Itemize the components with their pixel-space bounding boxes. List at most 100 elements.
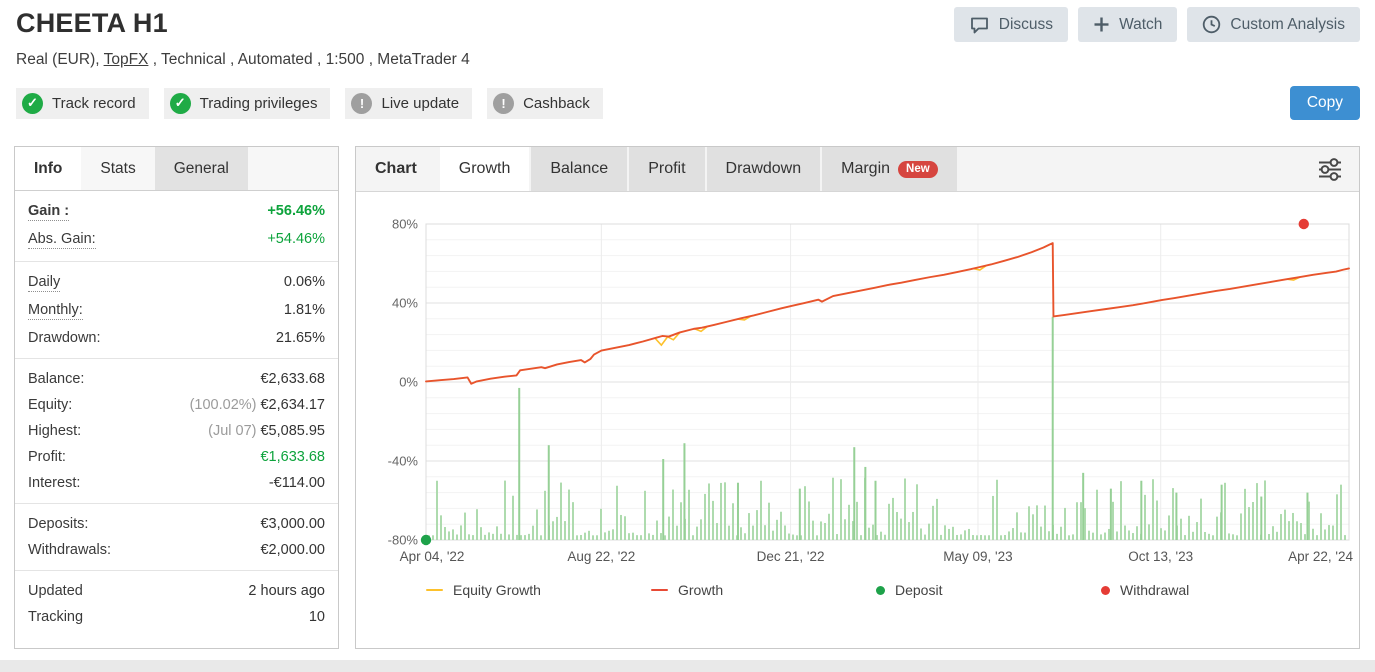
stats-section: Gain : +56.46% Abs. Gain: +54.46% — [15, 191, 338, 262]
stat-label: Profit: — [28, 449, 66, 465]
verification-badges: ✓ Track record ✓ Trading privileges ! Live up… — [16, 87, 1290, 119]
stat-value: 21.65% — [275, 330, 325, 346]
legend-label: Deposit — [895, 582, 943, 598]
discuss-button[interactable]: Discuss — [953, 7, 1069, 42]
growth-chart[interactable]: 80% 40% 0% -40% -80% Apr 04, '22 Aug 22, '22 De… — [356, 192, 1359, 567]
button-label: Discuss — [998, 15, 1054, 33]
legend-item-withdrawal[interactable]: Withdrawal — [1101, 582, 1326, 598]
copy-button[interactable]: Copy — [1289, 86, 1360, 120]
stat-label: Interest: — [28, 475, 81, 491]
stat-row-daily: Daily 0.06% — [28, 269, 325, 297]
stat-row-drawdown: Drawdown: 21.65% — [28, 325, 325, 351]
stat-row-abs-gain: Abs. Gain: +54.46% — [28, 226, 325, 254]
tab-label: Profit — [648, 160, 686, 177]
svg-text:Oct 13, '23: Oct 13, '23 — [1128, 549, 1193, 564]
legend-label: Growth — [678, 582, 724, 598]
legend-label: Withdrawal — [1120, 582, 1190, 598]
info-panel: Info Stats General Gain : +56.46% Abs. Gain:… — [14, 146, 339, 649]
stat-row-updated: Updated 2 hours ago — [28, 578, 325, 604]
custom-analysis-button[interactable]: Custom Analysis — [1187, 7, 1360, 42]
stat-row-interest: Interest: -€114.00 — [28, 470, 325, 496]
tab-profit[interactable]: Profit — [629, 147, 705, 191]
stats-section: Daily 0.06% Monthly: 1.81% Drawdown: 21.65% — [15, 262, 338, 359]
watch-button[interactable]: Watch — [1078, 7, 1178, 42]
tab-drawdown[interactable]: Drawdown — [706, 147, 821, 191]
chart-panel: Chart Growth Balance Profit Drawdown Margin Ne… — [355, 146, 1360, 649]
button-label: Custom Analysis — [1230, 15, 1345, 33]
stat-row-withdrawals: Withdrawals: €2,000.00 — [28, 537, 325, 563]
stat-value: 1.81% — [283, 302, 325, 318]
tab-label: Chart — [375, 160, 417, 177]
badge-track-record[interactable]: ✓ Track record — [16, 87, 149, 119]
stats-section: Balance: €2,633.68 Equity: (100.02%) €2,634.… — [15, 359, 338, 504]
badge-label: Trading privileges — [199, 94, 318, 112]
main-content: Info Stats General Gain : +56.46% Abs. Gain:… — [0, 146, 1375, 649]
stat-label: Deposits: — [28, 516, 89, 532]
stat-row-highest: Highest: (Jul 07) €5,085.95 — [28, 418, 325, 444]
stat-value: 10 — [308, 609, 325, 625]
stat-row-balance: Balance: €2,633.68 — [28, 366, 325, 392]
stat-value: (100.02%) €2,634.17 — [189, 397, 325, 413]
svg-text:0%: 0% — [399, 375, 418, 390]
stat-value: 2 hours ago — [248, 583, 325, 599]
subtitle-prefix: Real (EUR), — [16, 51, 104, 68]
check-circle-icon: ✓ — [169, 92, 191, 114]
legend-item-growth[interactable]: Growth — [651, 582, 876, 598]
stat-label[interactable]: Gain : — [28, 203, 70, 221]
stat-label[interactable]: Daily — [28, 274, 61, 292]
stats-section: Updated 2 hours ago Tracking 10 — [15, 571, 338, 637]
badge-row: ✓ Track record ✓ Trading privileges ! Live up… — [0, 86, 1375, 120]
stat-value: (Jul 07) €5,085.95 — [208, 423, 325, 439]
legend-dot-icon — [876, 585, 885, 595]
tab-general[interactable]: General — [154, 147, 248, 190]
page-header: CHEETA H1 Real (EUR), TopFX , Technical … — [0, 0, 1375, 69]
badge-cashback[interactable]: ! Cashback — [487, 87, 603, 119]
tab-growth[interactable]: Growth — [439, 147, 530, 191]
broker-link[interactable]: TopFX — [103, 51, 149, 68]
stat-value: +56.46% — [267, 203, 325, 219]
tab-margin[interactable]: Margin New — [822, 147, 957, 191]
badge-label: Live update — [381, 94, 460, 112]
tab-label: Balance — [550, 160, 609, 177]
svg-text:-80%: -80% — [388, 533, 419, 548]
button-label: Watch — [1119, 15, 1163, 33]
chart-settings-icon[interactable] — [1316, 158, 1344, 186]
stats-section: Deposits: €3,000.00 Withdrawals: €2,000.00 — [15, 504, 338, 571]
badge-trading-privileges[interactable]: ✓ Trading privileges — [163, 87, 331, 119]
chart-legend: Equity Growth Growth Deposit Withdrawal — [356, 582, 1359, 598]
stat-label[interactable]: Abs. Gain: — [28, 231, 96, 249]
stat-label: Updated — [28, 583, 83, 599]
stat-value: 0.06% — [283, 274, 325, 290]
stat-row-tracking: Tracking 10 — [28, 604, 325, 630]
account-subtitle: Real (EUR), TopFX , Technical , Automate… — [16, 51, 470, 69]
stat-label[interactable]: Monthly: — [28, 302, 83, 320]
stat-label: Balance: — [28, 371, 85, 387]
svg-text:Apr 04, '22: Apr 04, '22 — [400, 549, 465, 564]
chart-tabs-bar: Chart Growth Balance Profit Drawdown Margin Ne… — [356, 147, 1359, 192]
legend-item-deposit[interactable]: Deposit — [876, 582, 1101, 598]
badge-label: Track record — [52, 94, 136, 112]
clock-icon — [1202, 15, 1221, 34]
badge-label: Cashback — [523, 94, 590, 112]
stat-row-equity: Equity: (100.02%) €2,634.17 — [28, 392, 325, 418]
bottom-strip — [0, 660, 1375, 672]
legend-dot-icon — [1101, 585, 1110, 595]
stat-label: Tracking — [28, 609, 84, 625]
stat-label: Withdrawals: — [28, 542, 111, 558]
tab-info[interactable]: Info — [15, 147, 82, 190]
legend-item-equity-growth[interactable]: Equity Growth — [426, 582, 651, 598]
legend-dash-icon — [426, 588, 443, 592]
page-title: CHEETA H1 — [16, 8, 168, 38]
tab-balance[interactable]: Balance — [531, 147, 628, 191]
stat-value: -€114.00 — [268, 475, 325, 491]
svg-text:-40%: -40% — [388, 454, 419, 469]
stat-row-gain: Gain : +56.46% — [28, 198, 325, 226]
tab-stats[interactable]: Stats — [100, 159, 136, 177]
svg-text:Dec 21, '22: Dec 21, '22 — [757, 549, 825, 564]
discuss-icon — [969, 15, 990, 35]
stat-label: Drawdown: — [28, 330, 101, 346]
badge-live-update[interactable]: ! Live update — [345, 87, 473, 119]
stat-value: €2,000.00 — [260, 542, 325, 558]
header-left: CHEETA H1 Real (EUR), TopFX , Technical … — [16, 6, 470, 69]
